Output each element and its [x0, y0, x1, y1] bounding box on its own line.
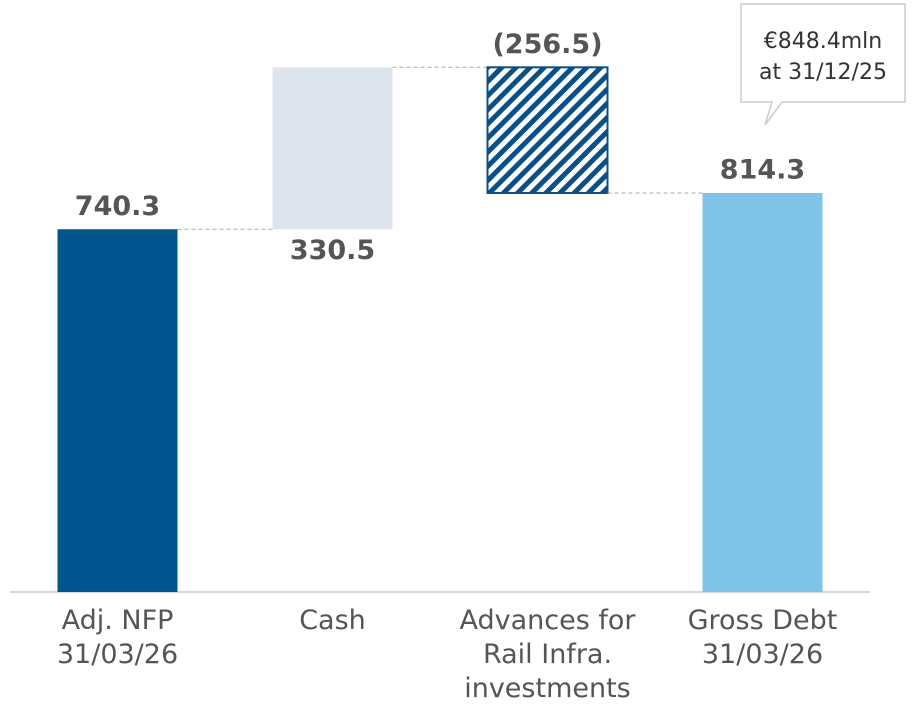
annotation: €848.4mln at 31/12/25: [759, 29, 887, 85]
x-tick-label: Gross Debt 31/03/26: [687, 605, 838, 670]
x-tick-label: Cash: [299, 605, 366, 636]
bar: [702, 192, 823, 593]
x-tick-label: Adj. NFP 31/03/26: [56, 605, 179, 670]
x-tick-label: Advances for Rail Infra. investments: [459, 605, 636, 704]
value-label: 740.3: [75, 191, 160, 222]
bar: [57, 229, 178, 593]
value-label: 814.3: [720, 154, 805, 185]
bar: [272, 67, 393, 230]
value-label: (256.5): [492, 29, 602, 60]
bar: [486, 66, 609, 194]
value-label: 330.5: [290, 235, 375, 266]
callout-box: [740, 3, 906, 126]
